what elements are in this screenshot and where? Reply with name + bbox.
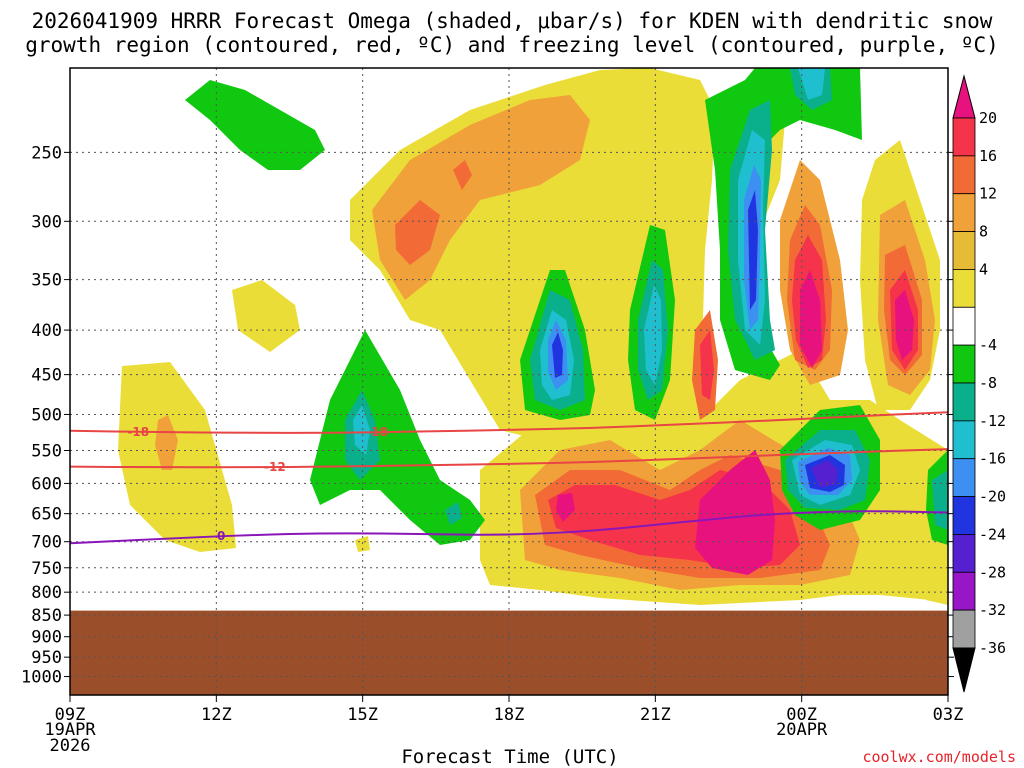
x-tick-label: 18Z bbox=[494, 705, 525, 725]
colorbar-label: -16 bbox=[979, 450, 1006, 468]
y-tick-label: 850 bbox=[31, 606, 62, 626]
colorbar-segment bbox=[952, 382, 976, 422]
x-tick-label: 03Z bbox=[933, 705, 964, 725]
x-axis-title: Forecast Time (UTC) bbox=[401, 746, 619, 768]
colorbar-label: -12 bbox=[979, 412, 1006, 430]
colorbar-segment bbox=[952, 458, 976, 497]
colorbar-segment bbox=[952, 534, 976, 573]
colorbar-label: -28 bbox=[979, 563, 1006, 581]
colorbar-segment bbox=[952, 496, 976, 535]
y-tick-label: 650 bbox=[31, 505, 62, 525]
colorbar-segment bbox=[952, 420, 976, 460]
y-tick-label: 900 bbox=[31, 628, 62, 648]
x-tick-sublabel: 20APR bbox=[776, 720, 828, 740]
y-tick-label: 300 bbox=[31, 212, 62, 232]
colorbar-label: 16 bbox=[979, 147, 997, 165]
colorbar-segment bbox=[952, 117, 976, 157]
colorbar-label: -4 bbox=[979, 336, 997, 354]
y-tick-label: 600 bbox=[31, 474, 62, 494]
colorbar-segment bbox=[952, 344, 976, 384]
colorbar-label: 20 bbox=[979, 109, 997, 127]
x-tick-label: 12Z bbox=[201, 705, 232, 725]
y-tick-label: 500 bbox=[31, 405, 62, 425]
temperature-contours: -18 -18 -12 0 bbox=[70, 411, 948, 545]
colorbar-segment bbox=[952, 269, 976, 308]
colorbar-segment bbox=[952, 571, 976, 611]
y-tick-label: 1000 bbox=[21, 668, 62, 688]
x-tick-sublabel: 2026 bbox=[50, 736, 91, 756]
contour-label: -18 bbox=[127, 425, 149, 439]
y-tick-label: 950 bbox=[31, 648, 62, 668]
x-tick-label: 00Z bbox=[786, 705, 817, 725]
x-tick-label: 21Z bbox=[640, 705, 671, 725]
site-credit: coolwx.com/models bbox=[862, 748, 1016, 766]
colorbar-segment bbox=[952, 306, 976, 346]
omega-gt20-region bbox=[556, 270, 914, 575]
y-tick-label: 250 bbox=[31, 143, 62, 163]
x-tick-label: 09Z bbox=[55, 705, 86, 725]
chart-title-line1: 2026041909 HRRR Forecast Omega (shaded, … bbox=[31, 9, 993, 33]
omega-shading bbox=[70, 68, 948, 695]
colorbar-label: -20 bbox=[979, 488, 1006, 506]
contour--12 bbox=[70, 448, 948, 469]
colorbar-segment bbox=[952, 193, 976, 232]
y-tick-label: 800 bbox=[31, 583, 62, 603]
contour-label: -18 bbox=[366, 425, 388, 439]
colorbar-top-arrow bbox=[952, 74, 976, 119]
chart-title-line2: growth region (contoured, red, ºC) and f… bbox=[25, 33, 999, 57]
colorbar-segment bbox=[952, 609, 976, 649]
y-tick-label: 700 bbox=[31, 533, 62, 553]
y-tick-label: 350 bbox=[31, 271, 62, 291]
y-tick-label: 750 bbox=[31, 559, 62, 579]
colorbar-segment bbox=[952, 155, 976, 195]
omega-colorbar: 20 16 12 8 4 -4 -8 -12 -16 -20 -24 -28 -32 -36 bbox=[952, 74, 1006, 693]
colorbar-label: -36 bbox=[979, 639, 1006, 657]
x-tick-label: 15Z bbox=[347, 705, 378, 725]
gridlines bbox=[69, 68, 949, 695]
y-tick-label: 550 bbox=[31, 442, 62, 462]
colorbar-label: 12 bbox=[979, 185, 997, 203]
contour--18 bbox=[70, 411, 948, 434]
colorbar-bottom-arrow bbox=[952, 647, 976, 693]
colorbar-label: 8 bbox=[979, 223, 988, 241]
contour-0 bbox=[70, 510, 948, 545]
y-tick-label: 400 bbox=[31, 321, 62, 341]
contour-label: -12 bbox=[264, 460, 286, 474]
colorbar-segment bbox=[952, 231, 976, 270]
colorbar-label: -32 bbox=[979, 601, 1006, 619]
x-tick-sublabel: 19APR bbox=[44, 720, 96, 740]
colorbar-label: -8 bbox=[979, 374, 997, 392]
colorbar-label: -24 bbox=[979, 525, 1006, 543]
y-tick-label: 450 bbox=[31, 366, 62, 386]
contour-label: 0 bbox=[217, 529, 225, 543]
omega-minus24-28-region bbox=[811, 460, 838, 488]
colorbar-label: 4 bbox=[979, 260, 988, 278]
pressure-axis: 2503003504004505005506006507007508008509… bbox=[21, 143, 954, 688]
